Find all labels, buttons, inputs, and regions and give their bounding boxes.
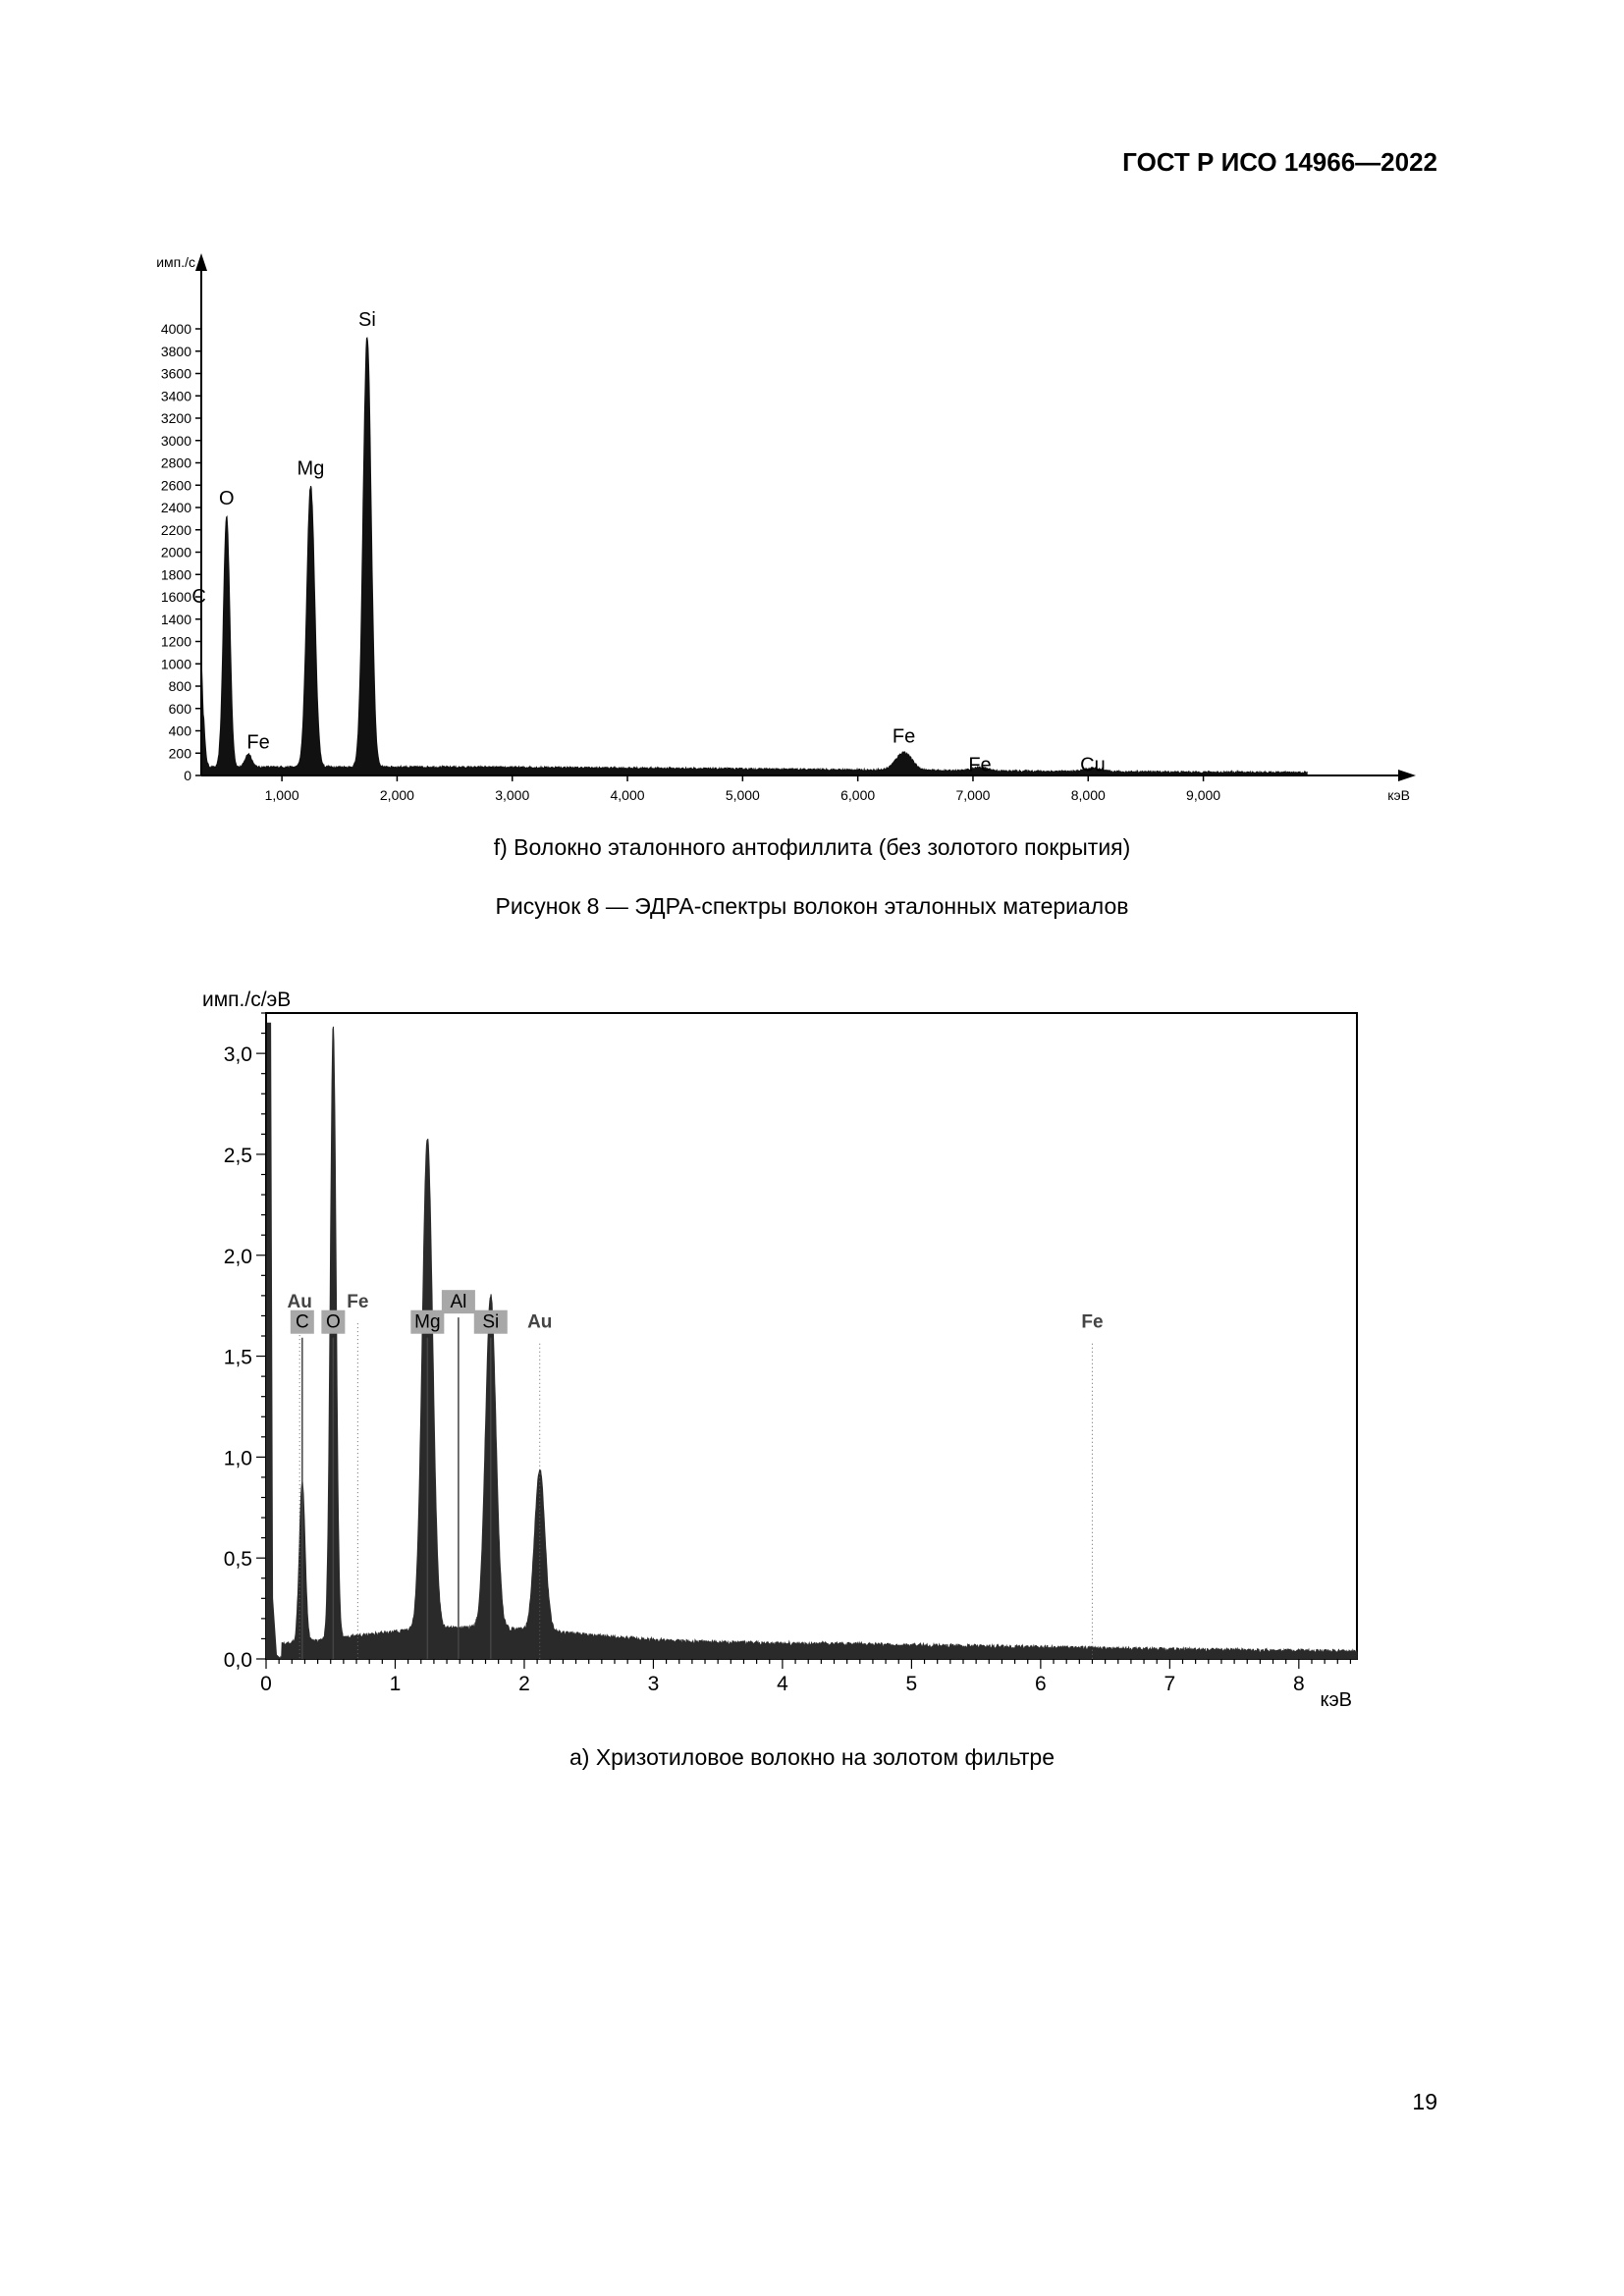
- y-tick-label: 2,0: [224, 1246, 252, 1268]
- y-tick-label: 0,0: [224, 1649, 252, 1672]
- y-tick-label: 2200: [161, 522, 191, 538]
- y-tick-label: 1200: [161, 634, 191, 650]
- y-tick-label: 2600: [161, 477, 191, 493]
- peak-label: C: [191, 586, 205, 608]
- plot-frame: [265, 1012, 1358, 1660]
- element-marker-box: [441, 1290, 475, 1314]
- y-tick-label: 2400: [161, 500, 191, 515]
- y-tick-label: 3,0: [224, 1043, 252, 1066]
- x-tick-label: 7,000: [955, 787, 990, 803]
- y-tick-label: 2800: [161, 455, 191, 471]
- x-tick-label: 7: [1164, 1673, 1176, 1695]
- y-axis-arrow: [195, 253, 207, 271]
- x-tick-label: 2,000: [380, 787, 414, 803]
- element-marker-label: Al: [450, 1292, 466, 1312]
- element-marker-box: [410, 1309, 445, 1334]
- y-tick-label: 2000: [161, 545, 191, 561]
- y-tick-label: 3200: [161, 410, 191, 426]
- x-tick-label: 8: [1293, 1673, 1305, 1695]
- element-marker-box: [321, 1309, 346, 1334]
- y-tick-label: 200: [169, 745, 192, 761]
- y-axis-label: имп./с/эВ: [202, 988, 291, 1011]
- element-marker-label: Fe: [1081, 1312, 1103, 1333]
- y-tick-label: 2,5: [224, 1145, 252, 1167]
- x-tick-label: 6,000: [840, 787, 875, 803]
- x-tick-label: 4: [777, 1673, 788, 1695]
- y-tick-label: 4000: [161, 321, 191, 337]
- element-marker-label: Mg: [414, 1312, 440, 1333]
- y-tick-label: 1000: [161, 656, 191, 671]
- document-header: ГОСТ Р ИСО 14966—2022: [1122, 147, 1437, 177]
- x-tick-label: 3: [648, 1673, 660, 1695]
- edx-spectrum-anthophyllite: 0 200 400 600 800 1000 1200 1400 1600 1800 2000 220…: [156, 253, 1416, 803]
- x-axis-label: кэВ: [1387, 787, 1410, 803]
- caption-f: f) Волокно эталонного антофиллита (без з…: [493, 834, 1131, 860]
- peak-label: Mg: [298, 457, 325, 479]
- y-tick-label: 1,5: [224, 1347, 252, 1369]
- y-tick-label: 1400: [161, 612, 191, 627]
- x-tick-label: 6: [1035, 1673, 1047, 1695]
- y-tick-label: 800: [169, 678, 192, 694]
- peak-label: O: [219, 488, 235, 509]
- y-tick-label: 3800: [161, 344, 191, 359]
- y-tick-label: 0,5: [224, 1548, 252, 1571]
- x-tick-label: 5: [906, 1673, 918, 1695]
- y-tick-label: 1800: [161, 566, 191, 582]
- peak-label: Cu: [1080, 754, 1106, 775]
- x-axis-arrow: [1398, 770, 1416, 781]
- x-tick-label: 1,000: [265, 787, 299, 803]
- x-tick-label: 8,000: [1071, 787, 1106, 803]
- x-tick-label: 9,000: [1186, 787, 1220, 803]
- caption-a: а) Хризотиловое волокно на золотом фильт…: [568, 1744, 1056, 1770]
- y-tick-label: 400: [169, 723, 192, 739]
- element-marker-box: [473, 1309, 508, 1334]
- y-tick-label: 1600: [161, 589, 191, 605]
- y-tick-label: 3600: [161, 366, 191, 382]
- y-tick-label: 3000: [161, 433, 191, 449]
- y-axis-label: имп./с: [156, 254, 195, 270]
- element-marker-label: Au: [288, 1292, 312, 1312]
- element-marker-box: [290, 1309, 314, 1334]
- peak-label: Si: [358, 309, 376, 331]
- x-tick-label: 1: [390, 1673, 402, 1695]
- x-tick-label: 2: [518, 1673, 530, 1695]
- y-tick-label: 3400: [161, 388, 191, 403]
- page-number: 19: [1412, 2089, 1437, 2114]
- figure-title: Рисунок 8 — ЭДРА-спектры волокон эталонн…: [495, 893, 1129, 919]
- x-tick-label: 4,000: [611, 787, 645, 803]
- spectrum-area: [200, 337, 1308, 776]
- element-marker-label: Si: [482, 1312, 499, 1333]
- x-axis-label: кэВ: [1320, 1689, 1352, 1711]
- x-tick-label: 0: [260, 1673, 272, 1695]
- x-tick-label: 5,000: [726, 787, 760, 803]
- y-tick-label: 600: [169, 701, 192, 717]
- x-tick-label: 3,000: [495, 787, 529, 803]
- peak-label: Fe: [246, 732, 269, 754]
- element-marker-label: O: [326, 1312, 341, 1333]
- element-marker-label: Fe: [347, 1292, 368, 1312]
- peak-label: Fe: [893, 726, 915, 748]
- spectrum-area: [265, 1022, 1358, 1660]
- element-marker-label: C: [296, 1312, 309, 1333]
- element-marker-label: Au: [527, 1312, 552, 1333]
- y-tick-label: 0: [184, 768, 191, 783]
- y-tick-label: 1,0: [224, 1447, 252, 1469]
- peak-label: Fe: [968, 754, 991, 775]
